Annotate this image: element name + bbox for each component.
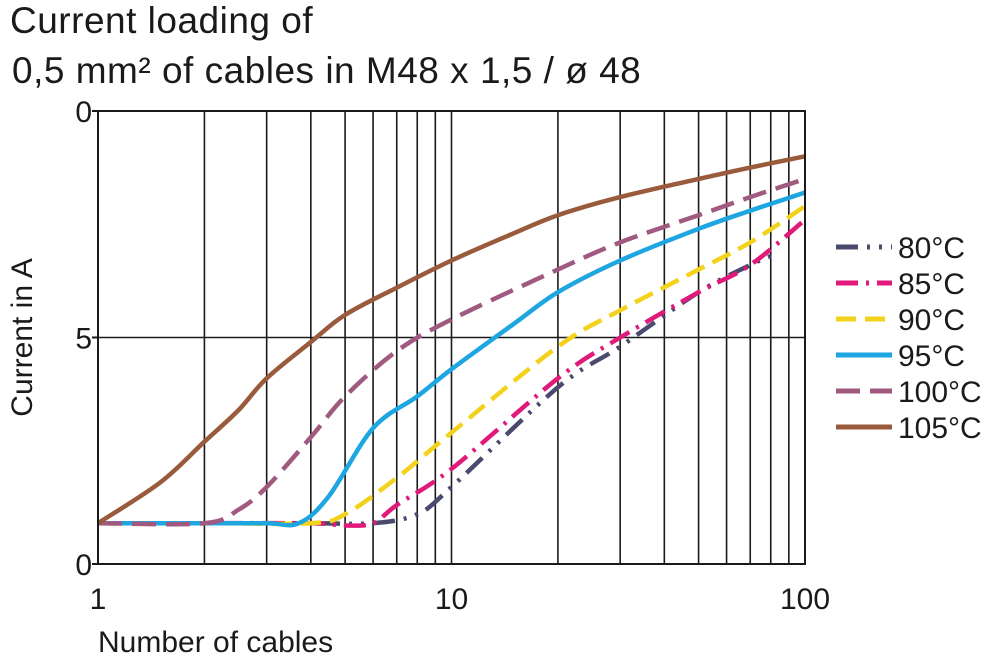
legend-label: 95°C [898, 340, 965, 373]
series-line-95C [98, 190, 806, 528]
legend-label: 105°C [898, 412, 982, 445]
legend-label: 100°C [898, 376, 982, 409]
x-tick-label: 100 [780, 583, 830, 616]
series-line-100C [97, 176, 806, 527]
legend-label: 80°C [898, 232, 965, 265]
y-axis-label: Current in A [6, 258, 39, 416]
chart-title: Current loading of [10, 0, 314, 41]
legend-label: 90°C [898, 304, 965, 337]
y-tick-label: 0 [75, 96, 92, 129]
series-group [96, 154, 807, 528]
tick-labels: 1 10 100 0 5 0 [75, 96, 830, 616]
x-tick-label: 1 [90, 583, 107, 616]
y-tick-label: 5 [75, 323, 92, 356]
x-tick-label: 10 [435, 583, 468, 616]
x-axis-label: Number of cables [98, 626, 333, 659]
series-line-105C [96, 154, 806, 526]
legend-label: 85°C [898, 268, 965, 301]
y-tick-label: 0 [75, 549, 92, 582]
chart-subtitle: 0,5 mm² of cables in M48 x 1,5 / ø 48 [12, 50, 642, 91]
